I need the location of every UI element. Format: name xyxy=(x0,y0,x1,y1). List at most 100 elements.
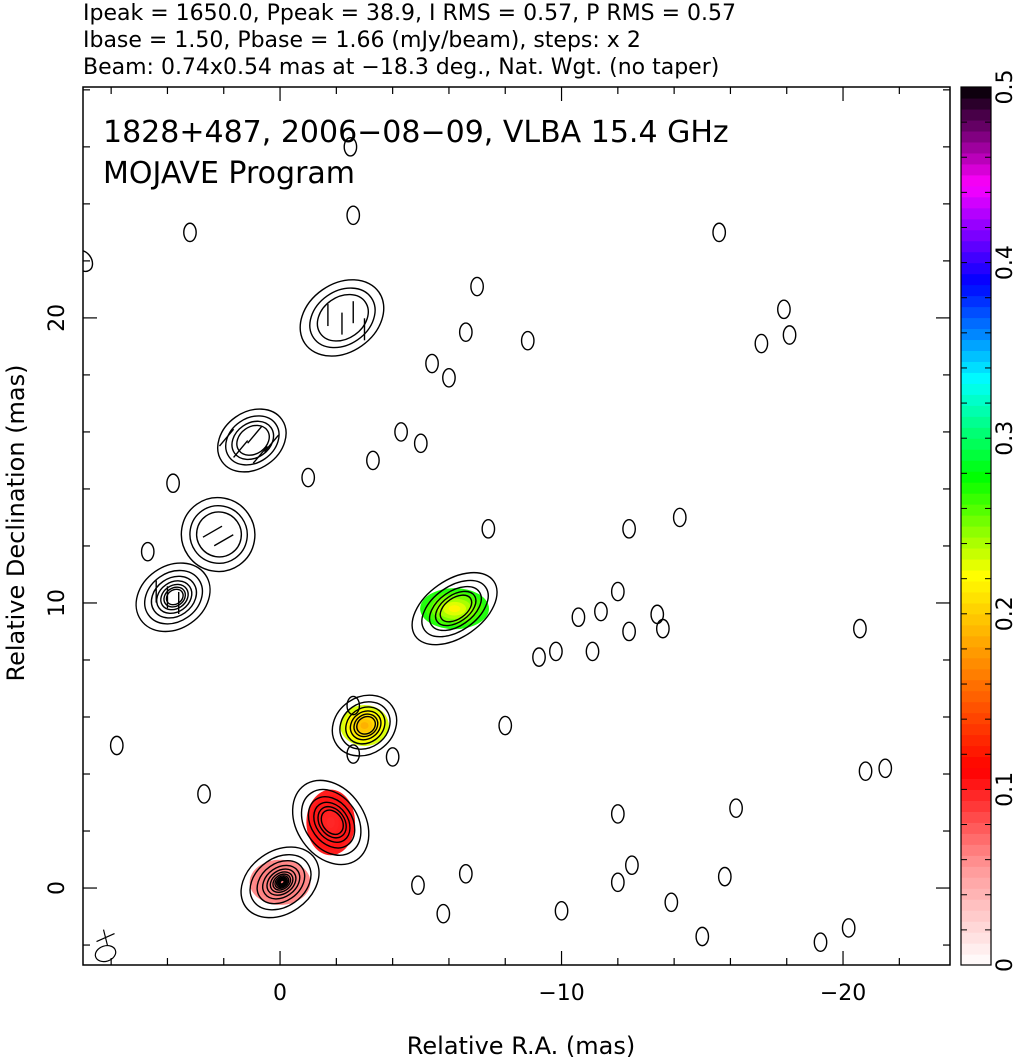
colorbar-swatch xyxy=(961,855,991,867)
flux-contour xyxy=(189,504,248,564)
noise-contour xyxy=(366,450,380,471)
colorbar-swatch xyxy=(961,240,991,253)
colorbar-swatch xyxy=(961,185,991,198)
noise-contour xyxy=(413,433,428,454)
flux-contour xyxy=(249,854,312,911)
colorbar-swatch xyxy=(961,723,991,736)
flux-contour xyxy=(180,496,256,573)
noise-contour xyxy=(655,618,670,639)
colorbar-swatch xyxy=(961,427,991,439)
colorbar-swatch xyxy=(961,800,991,812)
noise-contour xyxy=(394,422,408,442)
noise-contour xyxy=(813,932,828,953)
colorbar-swatch xyxy=(961,108,991,121)
flux-contour xyxy=(275,876,288,888)
noise-contour xyxy=(481,519,496,539)
noise-contour xyxy=(166,473,180,494)
flux-contour xyxy=(156,580,193,615)
flux-contour xyxy=(411,571,498,646)
noise-contour xyxy=(346,205,361,226)
flux-contour xyxy=(434,590,477,627)
noise-contour xyxy=(594,601,608,622)
x-axis-title: Relative R.A. (mas) xyxy=(407,1032,635,1060)
flux-contour xyxy=(277,877,287,887)
flux-contour xyxy=(421,579,489,638)
colorbar-swatch xyxy=(961,87,991,99)
colorbar-swatch xyxy=(961,943,991,955)
colorbar-swatch xyxy=(961,284,991,297)
colorbar-swatch xyxy=(961,295,991,308)
noise-contour xyxy=(664,892,679,913)
flux-contour xyxy=(320,809,344,836)
colorbar-swatch xyxy=(961,97,991,110)
colorbar: 0 0.1 0.2 0.3 0.4 0.5 xyxy=(960,70,1018,972)
flux-contour xyxy=(316,293,369,342)
flux-contour xyxy=(313,801,351,843)
colorbar-swatch xyxy=(961,591,991,604)
flux-contour xyxy=(279,879,285,885)
flux-contour xyxy=(439,594,473,623)
flux-contour xyxy=(356,715,377,735)
colorbar-tick-label: 0.4 xyxy=(993,245,1018,280)
noise-contour xyxy=(712,222,727,243)
colorbar-swatch xyxy=(961,745,991,758)
noise-contour xyxy=(610,872,625,893)
colorbar-tick-label: 0.5 xyxy=(993,70,1018,105)
flux-contour xyxy=(144,569,204,625)
noise-contour xyxy=(853,618,867,639)
colorbar-swatch xyxy=(961,251,991,264)
colorbar-swatch xyxy=(961,888,991,900)
colorbar-swatch xyxy=(961,613,991,626)
colorbar-swatch xyxy=(961,657,991,670)
header-line-1: Ipeak = 1650.0, Ppeak = 38.9, I RMS = 0.… xyxy=(83,1,736,26)
y-axis-title: Relative Declination (mas) xyxy=(2,364,30,681)
colorbar-swatch xyxy=(961,580,991,593)
colorbar-swatch xyxy=(961,526,991,538)
colorbar-swatch xyxy=(961,130,991,143)
flux-contours xyxy=(83,137,893,953)
polarization-stick xyxy=(263,434,280,453)
flux-contour xyxy=(317,805,347,839)
colorbar-swatch xyxy=(961,405,991,417)
noise-contour xyxy=(858,761,873,781)
colorbar-swatch xyxy=(961,558,991,571)
flux-contour xyxy=(309,287,376,349)
noise-contour xyxy=(301,467,316,488)
colorbar-swatch xyxy=(961,174,991,187)
noise-contour xyxy=(650,604,665,625)
noise-contour xyxy=(695,926,710,947)
noise-contour xyxy=(385,747,400,767)
noise-contour xyxy=(520,330,535,351)
noise-contour xyxy=(672,507,687,528)
noise-contour xyxy=(622,519,636,539)
noise-contour xyxy=(610,804,625,824)
polarization-sticks xyxy=(155,301,366,614)
noise-contour xyxy=(610,581,625,602)
colorbar-swatch xyxy=(961,789,991,801)
flux-contour xyxy=(256,860,306,905)
colorbar-swatch xyxy=(961,504,991,516)
colorbar-swatch xyxy=(961,152,991,165)
polarization-stick xyxy=(233,440,249,458)
colorbar-swatch xyxy=(961,811,991,823)
flux-contour xyxy=(349,710,382,741)
colorbar-swatch xyxy=(961,844,991,856)
flux-contour xyxy=(266,868,297,896)
noise-contour xyxy=(729,798,743,819)
colorbar-swatch xyxy=(961,207,991,220)
colorbar-swatch xyxy=(961,460,991,472)
colorbar-swatch xyxy=(961,635,991,648)
polarization-stick xyxy=(218,428,235,447)
flux-contour xyxy=(291,779,370,866)
colorbar-swatch xyxy=(961,416,991,428)
colorbar-swatch xyxy=(961,767,991,780)
colorbar-swatch xyxy=(961,262,991,275)
flux-contour xyxy=(274,875,290,889)
colorbar-swatch xyxy=(961,569,991,582)
colorbar-swatch xyxy=(961,229,991,242)
colorbar-swatch xyxy=(961,701,991,714)
colorbar-tick-label: 0.1 xyxy=(993,772,1018,807)
polarization-patch xyxy=(448,605,461,613)
colorbar-swatch xyxy=(961,273,991,286)
